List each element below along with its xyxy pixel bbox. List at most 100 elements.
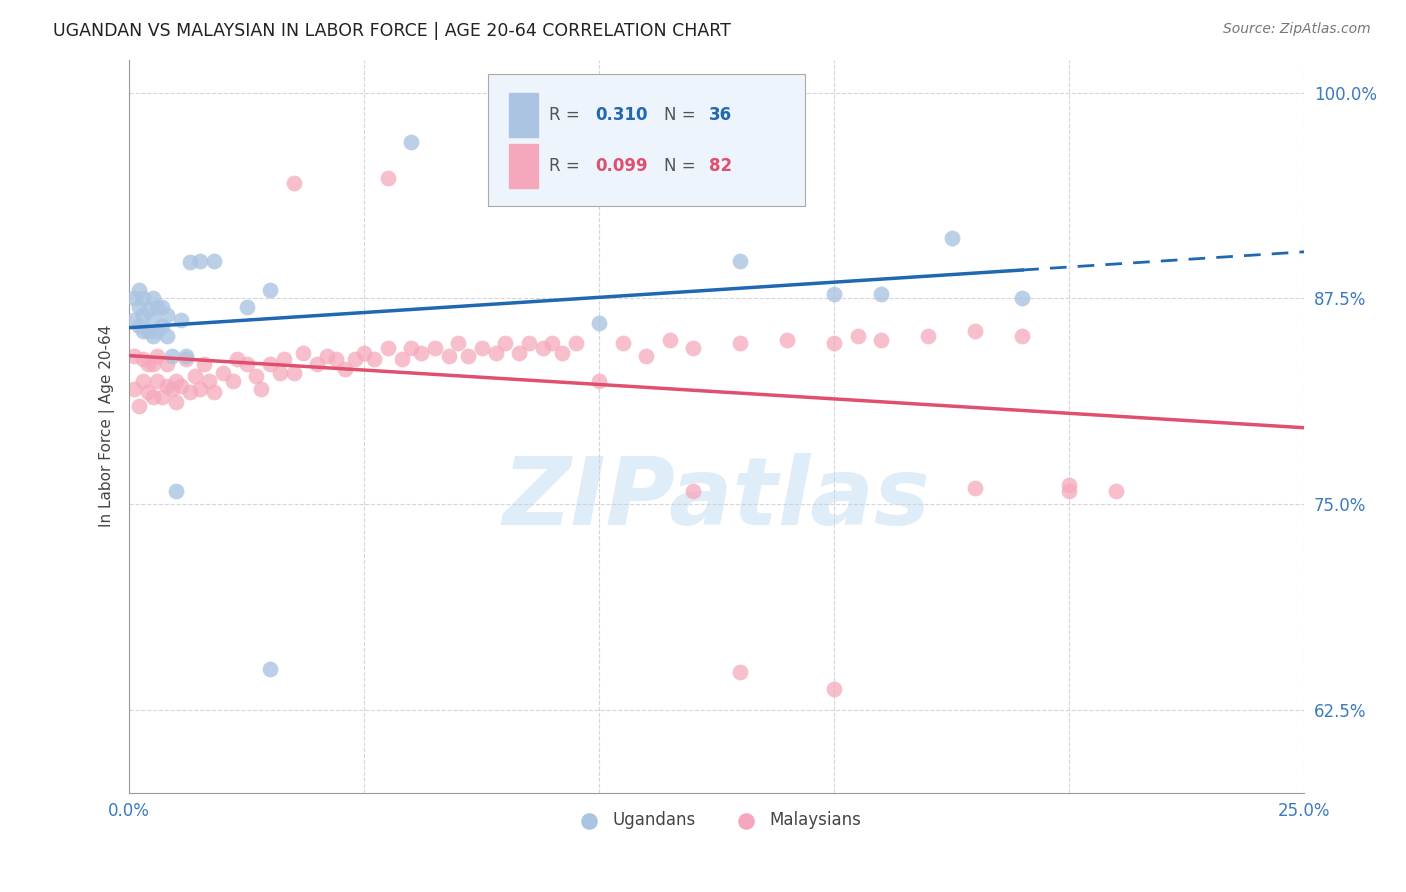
Point <box>128 399 150 413</box>
Point <box>136 303 159 318</box>
Point <box>965 481 987 495</box>
Point <box>136 385 159 400</box>
Point <box>315 349 337 363</box>
Point <box>399 135 422 149</box>
Point <box>188 253 211 268</box>
Point <box>132 308 155 322</box>
Point <box>423 341 446 355</box>
FancyBboxPatch shape <box>488 74 804 206</box>
Point <box>165 395 187 409</box>
Point <box>269 366 291 380</box>
Point <box>658 333 681 347</box>
Text: UGANDAN VS MALAYSIAN IN LABOR FORCE | AGE 20-64 CORRELATION CHART: UGANDAN VS MALAYSIAN IN LABOR FORCE | AG… <box>53 22 731 40</box>
Point <box>335 362 357 376</box>
Point <box>494 335 516 350</box>
Point <box>870 333 893 347</box>
Point <box>132 374 155 388</box>
Point <box>122 382 145 396</box>
Point <box>150 319 173 334</box>
Text: N =: N = <box>664 157 696 175</box>
Point <box>160 382 183 396</box>
Point <box>179 255 201 269</box>
Point <box>292 346 315 360</box>
Point <box>221 374 243 388</box>
Point <box>1011 329 1033 343</box>
FancyBboxPatch shape <box>509 144 538 188</box>
Point <box>517 335 540 350</box>
Point <box>1057 477 1080 491</box>
Point <box>188 382 211 396</box>
Point <box>259 662 281 676</box>
Point <box>353 346 375 360</box>
Point <box>128 319 150 334</box>
Point <box>150 300 173 314</box>
Point <box>259 357 281 371</box>
Point <box>728 665 751 680</box>
Point <box>132 352 155 367</box>
Point <box>391 352 413 367</box>
Point <box>132 325 155 339</box>
Point <box>250 382 273 396</box>
Point <box>917 329 939 343</box>
Point <box>965 325 987 339</box>
Point <box>122 313 145 327</box>
Point <box>377 171 399 186</box>
Point <box>193 357 215 371</box>
Point <box>259 283 281 297</box>
Point <box>823 335 845 350</box>
Point <box>776 333 799 347</box>
Point <box>146 349 169 363</box>
Point <box>541 335 564 350</box>
Point <box>728 335 751 350</box>
Point <box>156 357 179 371</box>
Y-axis label: In Labor Force | Age 20-64: In Labor Force | Age 20-64 <box>100 325 115 527</box>
Point <box>728 253 751 268</box>
Point <box>377 341 399 355</box>
Text: ZIPatlas: ZIPatlas <box>503 453 931 545</box>
Point <box>325 352 347 367</box>
Point <box>170 378 193 392</box>
Point <box>457 349 479 363</box>
Text: 0.310: 0.310 <box>596 105 648 124</box>
Point <box>202 385 225 400</box>
Point <box>198 374 221 388</box>
Point <box>941 230 963 244</box>
Point <box>122 292 145 306</box>
Point <box>846 329 869 343</box>
Point <box>564 335 586 350</box>
Point <box>128 300 150 314</box>
Text: 82: 82 <box>709 157 731 175</box>
Point <box>174 349 197 363</box>
Point <box>363 352 385 367</box>
Point <box>283 176 305 190</box>
Point <box>132 292 155 306</box>
Text: Source: ZipAtlas.com: Source: ZipAtlas.com <box>1223 22 1371 37</box>
Point <box>823 286 845 301</box>
Point <box>485 346 508 360</box>
Point <box>170 313 193 327</box>
Point <box>146 374 169 388</box>
Legend: Ugandans, Malaysians: Ugandans, Malaysians <box>565 805 868 836</box>
Point <box>142 292 165 306</box>
Point <box>212 366 235 380</box>
Point <box>184 368 207 383</box>
Point <box>142 329 165 343</box>
Point <box>343 352 366 367</box>
Point <box>612 335 634 350</box>
Point <box>1011 292 1033 306</box>
Point <box>146 300 169 314</box>
Text: 0.099: 0.099 <box>596 157 648 175</box>
Point <box>409 346 432 360</box>
Point <box>174 352 197 367</box>
Point <box>437 349 460 363</box>
Point <box>235 300 257 314</box>
Text: R =: R = <box>548 105 579 124</box>
Text: R =: R = <box>548 157 579 175</box>
Point <box>136 357 159 371</box>
Point <box>531 341 554 355</box>
Point <box>1057 484 1080 499</box>
Point <box>307 357 329 371</box>
Point <box>136 325 159 339</box>
Point <box>823 681 845 696</box>
Point <box>150 390 173 404</box>
